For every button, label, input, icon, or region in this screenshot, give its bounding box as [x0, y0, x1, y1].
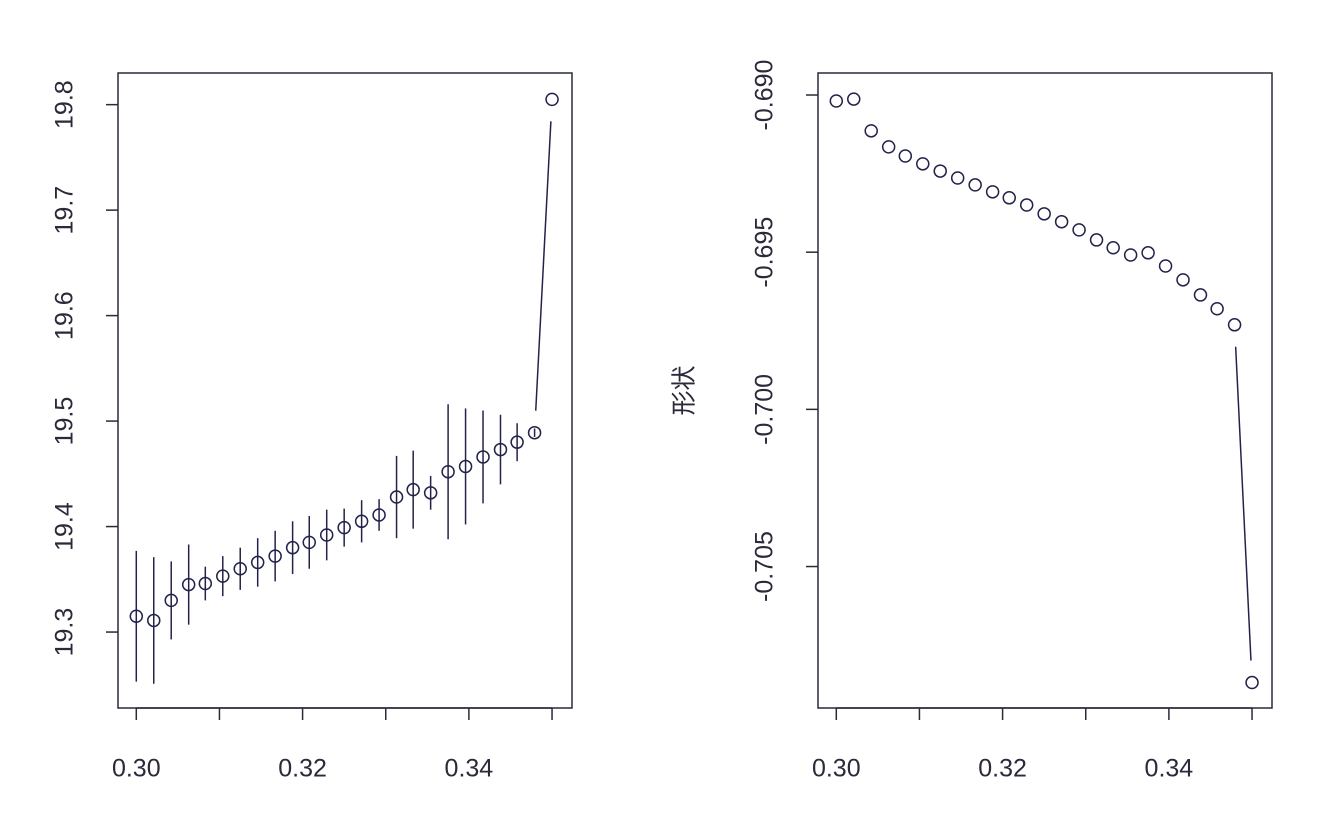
point: [898, 149, 913, 163]
point: [285, 540, 300, 555]
point: [950, 171, 965, 185]
point: [493, 442, 508, 457]
point: [985, 185, 1000, 199]
point: [1158, 259, 1173, 273]
x-tick-label: 0.34: [445, 755, 494, 783]
point: [268, 549, 282, 563]
y-tick-label: 19.8: [51, 80, 79, 129]
plot-frame: [817, 72, 1273, 709]
point: [319, 528, 334, 542]
y-tick-label: 19.4: [51, 502, 79, 551]
point: [881, 140, 896, 154]
point: [164, 593, 178, 608]
point: [968, 178, 982, 192]
plot-frame: [117, 72, 573, 709]
point: [1176, 273, 1190, 287]
point: [933, 164, 947, 178]
x-tick-label: 0.30: [812, 755, 861, 783]
connector: [1234, 346, 1252, 661]
y-tick-label: 19.6: [51, 291, 79, 340]
point: [441, 464, 455, 479]
point: [389, 490, 404, 504]
x-tick-label: 0.32: [978, 755, 1027, 783]
y-axis-title: 形状: [671, 365, 699, 415]
point: [423, 486, 438, 500]
point: [147, 613, 161, 628]
y-tick-label: -0.690: [751, 60, 779, 131]
point: [545, 92, 559, 107]
point: [476, 450, 490, 464]
point: [198, 576, 213, 591]
point: [510, 435, 524, 449]
point: [458, 459, 473, 474]
point: [1072, 223, 1086, 237]
point: [1002, 191, 1016, 205]
point: [1141, 246, 1155, 260]
point: [847, 92, 861, 106]
point: [1106, 241, 1120, 255]
point: [406, 482, 420, 497]
point: [372, 508, 386, 522]
point: [1245, 675, 1259, 690]
point: [1123, 248, 1138, 262]
y-tick-label: 19.7: [51, 186, 79, 235]
y-tick-label: -0.695: [751, 217, 779, 288]
point: [1019, 198, 1034, 212]
point: [337, 520, 351, 535]
point: [216, 569, 230, 583]
point: [1054, 214, 1069, 229]
point: [129, 609, 144, 623]
y-tick-label: -0.705: [751, 531, 779, 602]
point: [916, 157, 930, 171]
point: [1089, 233, 1104, 247]
point: [250, 555, 265, 570]
point: [233, 562, 247, 576]
y-tick-label: -0.700: [751, 374, 779, 445]
point: [1227, 318, 1242, 332]
x-tick-label: 0.34: [1145, 755, 1194, 783]
point: [829, 94, 844, 108]
point: [1210, 302, 1224, 316]
point: [181, 577, 196, 592]
point: [1037, 207, 1051, 221]
y-tick-label: 19.5: [51, 397, 79, 446]
point: [1193, 288, 1208, 302]
connector: [534, 121, 552, 411]
point: [527, 425, 542, 440]
x-tick-label: 0.30: [112, 755, 161, 783]
x-tick-label: 0.32: [278, 755, 327, 783]
y-tick-label: 19.3: [51, 608, 79, 657]
point: [864, 124, 878, 138]
point: [302, 535, 316, 550]
point: [354, 514, 369, 529]
